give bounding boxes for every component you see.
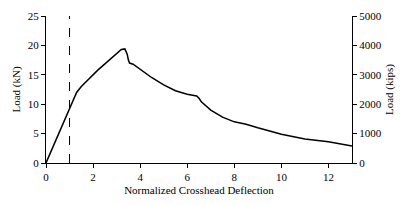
svg-text:0: 0 xyxy=(33,157,39,169)
svg-text:6: 6 xyxy=(184,171,190,183)
svg-text:Normalized Crosshead Deflectio: Normalized Crosshead Deflection xyxy=(124,184,274,196)
svg-text:1000: 1000 xyxy=(359,127,382,139)
svg-text:2000: 2000 xyxy=(359,98,382,110)
svg-text:10: 10 xyxy=(28,98,40,110)
svg-text:4000: 4000 xyxy=(359,39,382,51)
svg-text:12: 12 xyxy=(323,171,334,183)
svg-text:10: 10 xyxy=(276,171,288,183)
svg-text:20: 20 xyxy=(28,39,40,51)
svg-text:25: 25 xyxy=(28,10,40,22)
svg-text:0: 0 xyxy=(43,171,49,183)
svg-text:2: 2 xyxy=(90,171,96,183)
svg-text:15: 15 xyxy=(28,69,40,81)
svg-text:3000: 3000 xyxy=(359,69,382,81)
svg-text:Load (kN): Load (kN) xyxy=(10,66,23,112)
svg-text:Load (kips): Load (kips) xyxy=(383,64,396,115)
svg-text:8: 8 xyxy=(232,171,238,183)
svg-text:5000: 5000 xyxy=(359,10,382,22)
svg-text:5: 5 xyxy=(33,127,39,139)
svg-text:0: 0 xyxy=(359,157,365,169)
svg-text:4: 4 xyxy=(137,171,143,183)
